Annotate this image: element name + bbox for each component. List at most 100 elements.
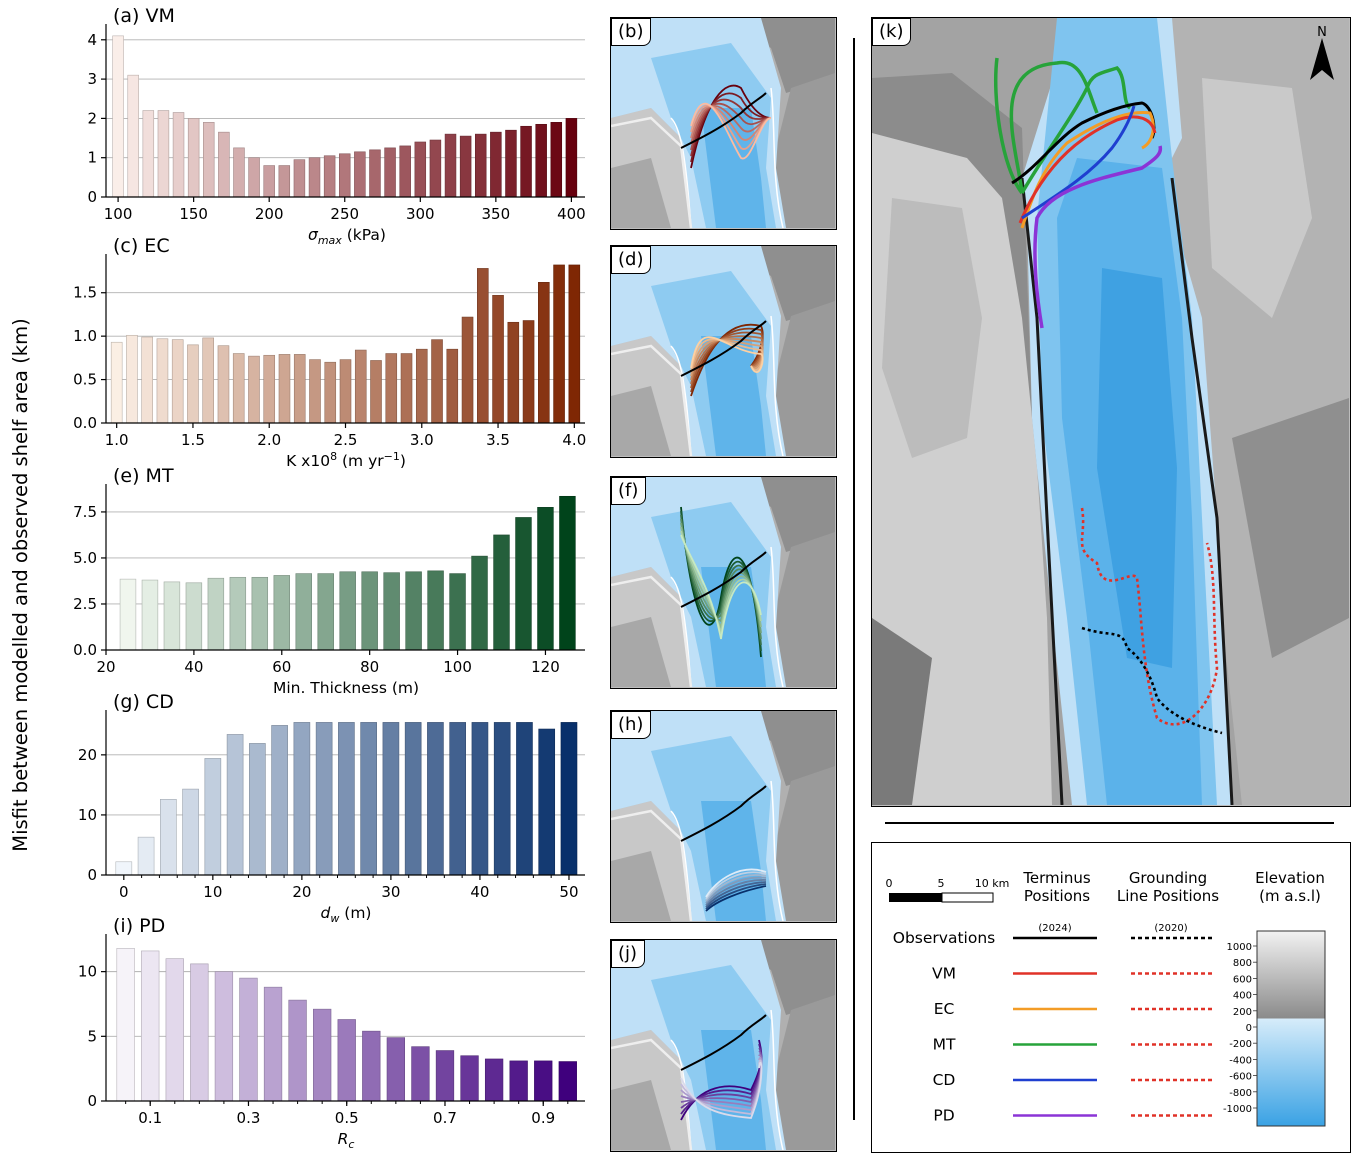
x-tick-label-e-5: 120: [531, 658, 560, 676]
bar-g-18: [516, 722, 533, 876]
bar-e-12: [383, 572, 400, 651]
x-tick-label-i-1: 0.3: [237, 1109, 261, 1127]
x-tick-label-c-1: 1.5: [181, 431, 205, 449]
map-k-graphic: N: [872, 18, 1349, 805]
terminus-year: (2024): [1038, 923, 1071, 934]
bar-c-7: [217, 345, 230, 424]
bar-a-11: [278, 165, 291, 198]
bar-i-7: [288, 999, 307, 1102]
bar-a-9: [248, 157, 260, 198]
elevation-header-2: (m a.s.l): [1259, 887, 1321, 905]
bar-e-3: [185, 582, 203, 651]
panel-label-a: (a) VM: [113, 5, 175, 27]
bar-c-2: [141, 336, 153, 424]
bar-e-18: [515, 517, 532, 651]
bar-a-27: [520, 125, 532, 198]
elevation-header-1: Elevation: [1255, 869, 1325, 887]
legend-row-label-5: PD: [933, 1107, 954, 1125]
y-tick-label-a-2: 2: [87, 109, 97, 127]
bar-g-0: [115, 861, 133, 876]
bar-g-20: [560, 722, 578, 876]
bar-g-17: [493, 722, 511, 876]
legend-graphic: 0 5 10 km Terminus Positions Grounding L…: [886, 869, 1326, 1127]
y-tick-label-g-1: 10: [78, 806, 97, 824]
x-tick-label-a-1: 150: [179, 205, 208, 223]
bar-e-8: [295, 573, 312, 651]
x-tick-label-i-2: 0.5: [335, 1109, 359, 1127]
elevation-colorbar: [1256, 930, 1326, 1127]
y-tick-label-c-3: 1.5: [73, 284, 97, 302]
bar-g-5: [226, 734, 244, 876]
colorbar-tick-label-7: -400: [1229, 1055, 1252, 1066]
bar-a-12: [293, 159, 306, 198]
terminus-header-1: Terminus: [1022, 869, 1091, 887]
y-tick-label-c-1: 0.5: [73, 371, 97, 389]
x-tick-label-e-2: 60: [272, 658, 291, 676]
bar-e-2: [163, 581, 181, 651]
bar-e-11: [361, 571, 378, 651]
y-tick-label-a-4: 4: [87, 31, 97, 49]
x-tick-label-e-3: 80: [360, 658, 379, 676]
bar-a-24: [474, 133, 487, 198]
x-tick-label-a-0: 100: [104, 205, 133, 223]
colorbar-tick-label-6: -200: [1229, 1039, 1252, 1050]
bar-c-19: [400, 353, 413, 424]
bar-i-10: [362, 1030, 381, 1102]
x-tick-label-i-4: 0.9: [531, 1109, 555, 1127]
bar-c-29: [553, 264, 565, 424]
north-arrow-icon: [1310, 38, 1334, 80]
panel-label-h: (h): [611, 711, 652, 739]
bar-e-13: [405, 571, 422, 651]
map-panel-h: (h): [610, 710, 837, 923]
x-tick-label-c-0: 1.0: [105, 431, 129, 449]
bar-e-0: [119, 578, 137, 651]
y-tick-label-g-2: 20: [78, 746, 97, 764]
x-tick-label-a-5: 350: [482, 205, 511, 223]
bar-c-24: [477, 268, 489, 424]
x-tick-label-e-0: 20: [96, 658, 115, 676]
chart-i: 0 5 10 0.1 0.3 0.5 0.7 0.9 (i) PD Rc: [78, 915, 585, 1151]
map-panel-k: (k) N: [871, 17, 1351, 807]
bar-i-0: [116, 948, 135, 1102]
bar-a-15: [339, 153, 351, 198]
chart-a: 0 1 2 3 4 100 150 200 250 300 350 400 (a) VM σmax (kP…: [87, 5, 585, 247]
bar-i-11: [386, 1037, 405, 1102]
x-axis-label-a: σmax (kPa): [308, 226, 386, 247]
panel-label-b: (b): [611, 18, 652, 46]
bar-a-16: [354, 151, 366, 198]
bar-e-9: [317, 573, 334, 651]
bar-c-27: [522, 320, 535, 424]
scale-bar-black: [889, 893, 942, 902]
bar-c-4: [171, 339, 184, 424]
bar-e-16: [471, 555, 488, 651]
y-tick-label-e-1: 2.5: [73, 595, 97, 613]
bar-g-4: [204, 758, 222, 876]
x-axis-label-g: dw (m): [321, 904, 372, 925]
divider-horizontal: [885, 822, 1334, 824]
bar-a-22: [444, 133, 457, 198]
bar-a-28: [535, 123, 547, 198]
colorbar-tick-label-2: 600: [1233, 974, 1252, 985]
legend-row-label-2: EC: [934, 1000, 955, 1018]
colorbar-ticks: 1000 800 600 400 200 0 -200 -400 -600 -800 -1000: [1223, 942, 1257, 1115]
panel-label-j: (j): [611, 940, 646, 968]
bar-e-15: [449, 573, 466, 651]
bar-c-18: [385, 353, 398, 424]
bar-e-5: [229, 576, 247, 651]
y-tick-label-c-0: 0.0: [73, 414, 97, 432]
bar-a-26: [505, 129, 517, 198]
colorbar-tick-label-0: 1000: [1227, 942, 1252, 953]
colorbar-tick-label-5: 0: [1246, 1023, 1252, 1034]
bar-c-16: [354, 349, 367, 424]
grounding-year: (2020): [1154, 923, 1187, 934]
x-tick-label-a-4: 300: [406, 205, 435, 223]
scale-tick-10: 10 km: [975, 877, 1010, 890]
scale-tick-0: 0: [886, 877, 893, 890]
bar-c-6: [202, 337, 214, 424]
bar-c-20: [415, 348, 428, 424]
panel-label-d: (d): [611, 246, 652, 274]
bar-i-8: [313, 1008, 332, 1102]
grounding-header-1: Grounding: [1129, 869, 1207, 887]
bar-e-6: [251, 576, 269, 651]
y-tick-label-e-2: 5.0: [73, 549, 97, 567]
